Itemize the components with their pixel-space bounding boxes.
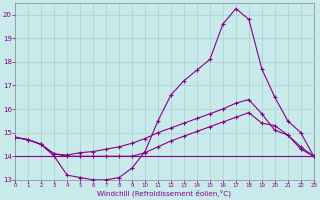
X-axis label: Windchill (Refroidissement éolien,°C): Windchill (Refroidissement éolien,°C) <box>98 190 231 197</box>
